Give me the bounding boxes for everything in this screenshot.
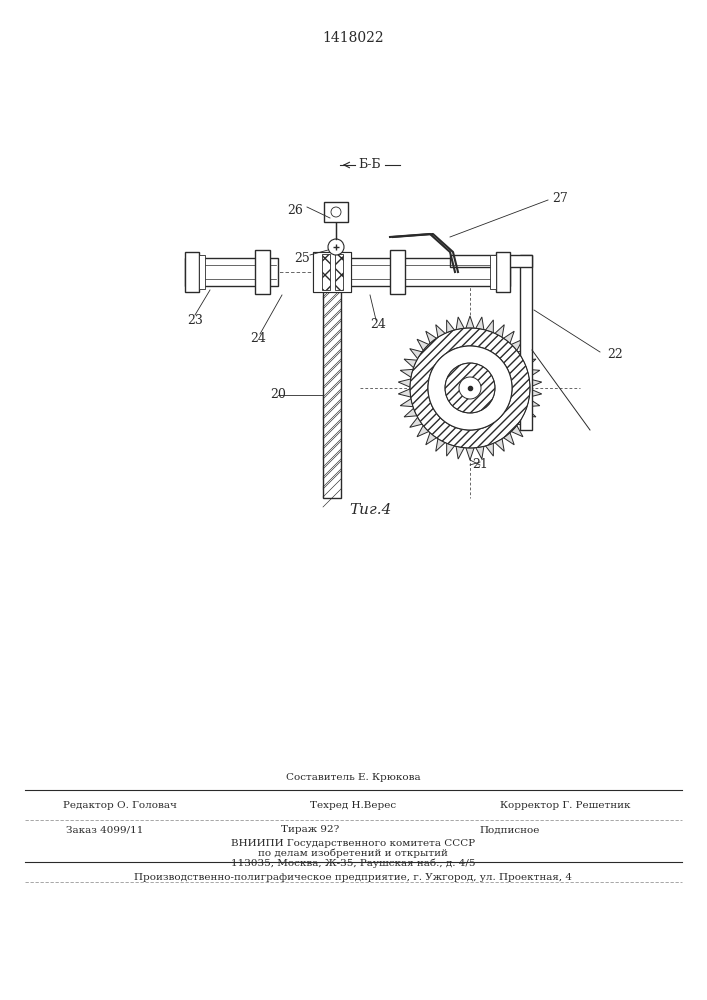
Circle shape: [331, 207, 341, 217]
Text: 21: 21: [472, 458, 488, 472]
Bar: [335, 254, 343, 290]
Bar: [496, 252, 510, 292]
Text: 1418022: 1418022: [322, 31, 384, 45]
Circle shape: [459, 377, 481, 399]
Text: 20: 20: [270, 388, 286, 401]
Text: 113035, Москва, Ж-35, Раушская наб., д. 4/5: 113035, Москва, Ж-35, Раушская наб., д. …: [230, 858, 475, 868]
Polygon shape: [398, 316, 542, 460]
Circle shape: [328, 239, 344, 255]
Text: по делам изобретений и открытий: по делам изобретений и открытий: [258, 848, 448, 858]
Bar: [341, 258, 510, 286]
Text: 24: 24: [250, 332, 266, 344]
Bar: [390, 250, 405, 294]
Wedge shape: [410, 328, 530, 448]
Circle shape: [445, 363, 495, 413]
Text: 23: 23: [187, 314, 203, 326]
Text: Редактор О. Головач: Редактор О. Головач: [63, 802, 177, 810]
Text: 26: 26: [287, 204, 303, 217]
Text: Корректор Г. Решетник: Корректор Г. Решетник: [500, 802, 630, 810]
Bar: [490, 255, 496, 289]
Text: Техред Н.Верес: Техред Н.Верес: [310, 802, 396, 810]
Text: Б-Б: Б-Б: [358, 158, 381, 172]
Bar: [324, 202, 348, 222]
Text: Производственно-полиграфическое предприятие, г. Ужгород, ул. Проектная, 4: Производственно-полиграфическое предприя…: [134, 874, 572, 882]
Text: Τиг.4: Τиг.4: [349, 503, 391, 517]
Bar: [185, 258, 278, 286]
Bar: [313, 252, 351, 292]
Bar: [323, 255, 341, 498]
Bar: [255, 250, 270, 294]
Text: Заказ 4099/11: Заказ 4099/11: [66, 826, 144, 834]
Text: 22: 22: [607, 349, 623, 361]
Bar: [199, 255, 205, 289]
Bar: [185, 252, 199, 292]
Text: Подписное: Подписное: [480, 826, 540, 834]
Circle shape: [428, 346, 512, 430]
Bar: [313, 252, 351, 292]
Text: 24: 24: [370, 318, 386, 332]
Text: Тираж 92?: Тираж 92?: [281, 826, 339, 834]
Bar: [450, 255, 532, 267]
Text: ВНИИПИ Государственного комитета СССР: ВНИИПИ Государственного комитета СССР: [231, 838, 475, 848]
Bar: [520, 255, 532, 430]
Text: 25: 25: [294, 251, 310, 264]
Text: Составитель Е. Крюкова: Составитель Е. Крюкова: [286, 774, 421, 782]
Bar: [322, 254, 330, 290]
Text: 27: 27: [552, 192, 568, 205]
